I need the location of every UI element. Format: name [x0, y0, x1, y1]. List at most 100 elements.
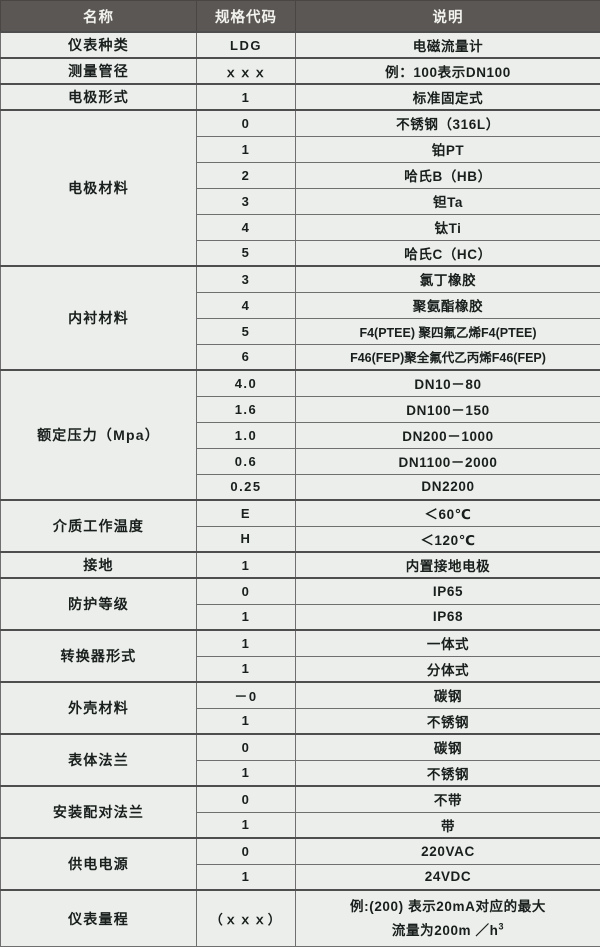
- spec-description-cell: DN1100－2000: [296, 448, 600, 474]
- spec-code-cell: 1: [197, 708, 296, 734]
- spec-code-cell: 1: [197, 760, 296, 786]
- spec-description-cell: ＜120℃: [296, 526, 600, 552]
- spec-name-cell: 介质工作温度: [1, 500, 197, 552]
- spec-code-cell: 0.25: [197, 474, 296, 500]
- spec-description-cell: 带: [296, 812, 600, 838]
- spec-code-cell: 0: [197, 734, 296, 760]
- spec-description-cell: 氯丁橡胶: [296, 266, 600, 292]
- spec-description-cell: 内置接地电极: [296, 552, 600, 578]
- spec-code-cell: E: [197, 500, 296, 526]
- spec-code-cell: 6: [197, 344, 296, 370]
- spec-description-cell: 不带: [296, 786, 600, 812]
- spec-description-cell: IP65: [296, 578, 600, 604]
- spec-code-cell: 1: [197, 604, 296, 630]
- spec-code-cell: 0: [197, 786, 296, 812]
- spec-description-cell: DN200－1000: [296, 422, 600, 448]
- spec-name-cell: 转换器形式: [1, 630, 197, 682]
- spec-description-cell: 标准固定式: [296, 84, 600, 110]
- spec-name-cell: 仪表种类: [1, 32, 197, 58]
- spec-name-cell: 内衬材料: [1, 266, 197, 370]
- spec-code-cell: 1.6: [197, 396, 296, 422]
- column-header-description: 说明: [296, 1, 600, 33]
- spec-description-cell: 24VDC: [296, 864, 600, 890]
- spec-code-cell: 0.6: [197, 448, 296, 474]
- header-row: 名称 规格代码 说明: [1, 1, 600, 33]
- spec-description-cell: 例:(200) 表示20mA对应的最大流量为200m ／h3: [296, 890, 600, 947]
- spec-name-cell: 防护等级: [1, 578, 197, 630]
- spec-code-cell: 3: [197, 188, 296, 214]
- spec-code-cell: 1: [197, 136, 296, 162]
- spec-description-cell: DN2200: [296, 474, 600, 500]
- column-header-code: 规格代码: [197, 1, 296, 33]
- spec-code-cell: 1: [197, 552, 296, 578]
- spec-code-cell: 4: [197, 292, 296, 318]
- spec-description-cell: ＜60℃: [296, 500, 600, 526]
- spec-description-cell: 聚氨酯橡胶: [296, 292, 600, 318]
- spec-name-cell: 额定压力（Mpa）: [1, 370, 197, 500]
- spec-code-cell: H: [197, 526, 296, 552]
- spec-code-cell: 0: [197, 110, 296, 136]
- spec-code-cell: 5: [197, 318, 296, 344]
- spec-description-cell: DN100－150: [296, 396, 600, 422]
- spec-name-cell: 安装配对法兰: [1, 786, 197, 838]
- spec-description-cell: 钛Ti: [296, 214, 600, 240]
- spec-code-cell: ｘｘｘ: [197, 58, 296, 84]
- spec-description-cell: 一体式: [296, 630, 600, 656]
- spec-name-cell: 仪表量程: [1, 890, 197, 947]
- superscript: 3: [498, 921, 504, 931]
- spec-description-cell: IP68: [296, 604, 600, 630]
- spec-description-cell: 分体式: [296, 656, 600, 682]
- spec-code-cell: 2: [197, 162, 296, 188]
- spec-code-cell: 1: [197, 656, 296, 682]
- spec-description-cell: 例：100表示DN100: [296, 58, 600, 84]
- table-header: 名称 规格代码 说明: [1, 1, 600, 33]
- spec-description-cell: 碳钢: [296, 682, 600, 708]
- spec-description-cell: 钽Ta: [296, 188, 600, 214]
- spec-description-cell: DN10－80: [296, 370, 600, 396]
- spec-description-cell: 哈氏C（HC）: [296, 240, 600, 266]
- table-row: 仪表量程（ｘｘｘ）例:(200) 表示20mA对应的最大流量为200m ／h3: [1, 890, 600, 947]
- spec-code-cell: LDG: [197, 32, 296, 58]
- spec-code-cell: （ｘｘｘ）: [197, 890, 296, 947]
- spec-code-cell: 1: [197, 864, 296, 890]
- spec-description-cell: F4(PTEE) 聚四氟乙烯F4(PTEE): [296, 318, 600, 344]
- column-header-name: 名称: [1, 1, 197, 33]
- spec-code-cell: 1: [197, 630, 296, 656]
- spec-name-cell: 表体法兰: [1, 734, 197, 786]
- spec-code-cell: 0: [197, 578, 296, 604]
- spec-code-cell: 3: [197, 266, 296, 292]
- spec-description-cell: 电磁流量计: [296, 32, 600, 58]
- spec-code-cell: 0: [197, 838, 296, 864]
- spec-code-cell: 1.0: [197, 422, 296, 448]
- spec-name-cell: 电极材料: [1, 110, 197, 266]
- spec-name-cell: 接地: [1, 552, 197, 578]
- spec-description-cell: 220VAC: [296, 838, 600, 864]
- spec-name-cell: 测量管径: [1, 58, 197, 84]
- spec-name-cell: 供电电源: [1, 838, 197, 890]
- spec-description-cell: 碳钢: [296, 734, 600, 760]
- spec-name-cell: 电极形式: [1, 84, 197, 110]
- spec-code-cell: 5: [197, 240, 296, 266]
- spec-code-cell: －0: [197, 682, 296, 708]
- spec-description-cell: F46(FEP)聚全氟代乙丙烯F46(FEP): [296, 344, 600, 370]
- spec-code-cell: 4.0: [197, 370, 296, 396]
- spec-code-cell: 1: [197, 812, 296, 838]
- spec-code-cell: 1: [197, 84, 296, 110]
- spec-description-cell: 哈氏B（HB）: [296, 162, 600, 188]
